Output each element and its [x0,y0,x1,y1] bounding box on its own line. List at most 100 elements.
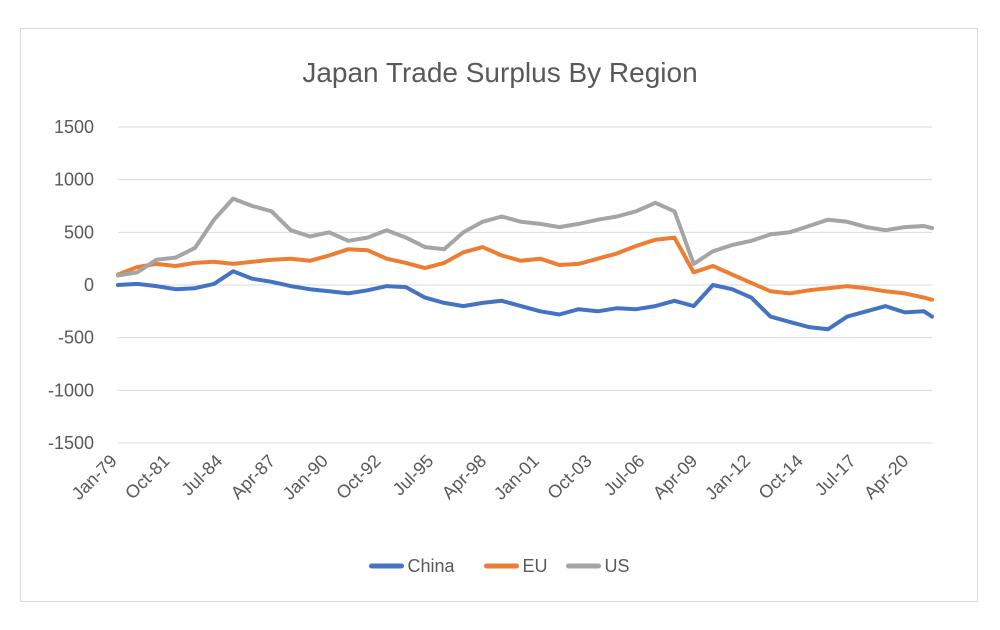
data-point-china [653,304,657,308]
data-point-eu [461,250,465,254]
data-point-eu [500,254,504,257]
data-point-us [327,230,331,234]
data-point-eu [193,261,197,265]
data-point-china [922,309,926,313]
data-point-china [673,299,676,303]
data-point-us [845,220,849,224]
x-tick-label: Apr-20 [860,451,912,503]
x-tick-label: Jul-95 [389,451,438,500]
data-point-china [250,277,254,281]
data-point-china [366,288,369,292]
data-point-china [615,306,619,310]
data-point-us [385,228,389,232]
data-point-us [481,220,485,224]
data-point-us [346,239,350,243]
data-point-eu [519,259,523,263]
data-point-eu [423,266,427,270]
data-point-eu [174,264,178,268]
data-point-china [769,315,772,319]
data-point-eu [653,238,657,242]
x-tick-label: Apr-87 [227,451,279,503]
data-point-us [864,225,868,229]
data-point-china [481,301,485,305]
data-point-us [596,218,600,222]
data-point-us [634,209,638,213]
data-point-china [423,296,427,300]
data-point-us [461,230,465,234]
data-point-eu [826,286,830,290]
data-point-china [154,284,158,288]
data-point-eu [385,257,389,261]
data-point-eu [749,281,753,285]
data-point-china [212,282,216,286]
data-point-china [116,283,120,287]
x-tick-label: Oct-03 [543,451,595,503]
y-tick-label: 1500 [54,117,94,137]
data-point-eu [711,264,715,268]
data-point-us [423,245,427,249]
data-point-china [634,307,638,311]
data-point-eu [308,259,312,263]
data-point-us [308,235,312,238]
data-point-us [538,222,542,226]
x-tick-label: Oct-81 [121,451,173,503]
data-point-us [500,215,504,218]
data-point-china [404,285,408,289]
data-point-eu [845,284,849,288]
data-point-us [270,209,273,213]
series-line-us [116,196,934,278]
data-point-china [193,286,197,290]
data-point-china [174,287,178,291]
data-point-eu [884,289,888,293]
y-tick-label: 1000 [54,170,94,190]
data-point-china [930,315,934,319]
data-point-us [231,197,235,201]
data-point-china [327,289,331,293]
data-point-china [289,284,293,288]
data-point-china [807,325,811,329]
data-point-china [308,287,312,291]
y-tick-label: 0 [84,275,94,295]
data-point-us [788,230,792,234]
x-tick-label: Jan-90 [279,451,332,504]
data-point-us [769,232,772,236]
data-point-us [930,226,934,230]
y-tick-label: -1000 [48,380,94,400]
data-point-china [231,269,235,273]
data-point-china [788,320,792,324]
data-point-us [807,224,811,228]
x-tick-label: Oct-92 [332,451,384,503]
data-point-eu [481,245,485,249]
data-point-us [519,220,523,224]
data-point-china [577,307,581,311]
data-point-us [250,204,254,208]
x-tick-label: Jan-12 [701,451,754,504]
x-tick-label: Jul-84 [178,451,227,500]
data-point-us [557,225,561,229]
data-point-china [884,304,888,308]
data-point-eu [270,258,273,262]
data-point-china [346,291,350,295]
data-point-us [442,247,446,251]
data-point-us [711,249,715,253]
data-point-us [212,218,216,222]
legend-label-eu: EU [523,556,548,576]
gridlines [118,126,932,444]
data-point-china [845,315,849,319]
data-point-eu [404,261,408,265]
data-point-eu [807,288,811,292]
data-point-us [193,246,197,250]
data-point-eu [634,244,638,248]
series-line-china [116,269,934,332]
y-tick-label: 500 [64,222,94,242]
data-point-us [826,218,830,222]
data-point-china [903,310,907,314]
data-point-us [404,236,408,240]
x-tick-label: Jan-01 [490,451,543,504]
data-point-eu [692,270,696,274]
data-point-eu [922,296,926,300]
data-point-china [692,304,696,308]
data-point-china [442,301,446,305]
legend-label-us: US [605,556,630,576]
data-point-china [596,309,600,313]
